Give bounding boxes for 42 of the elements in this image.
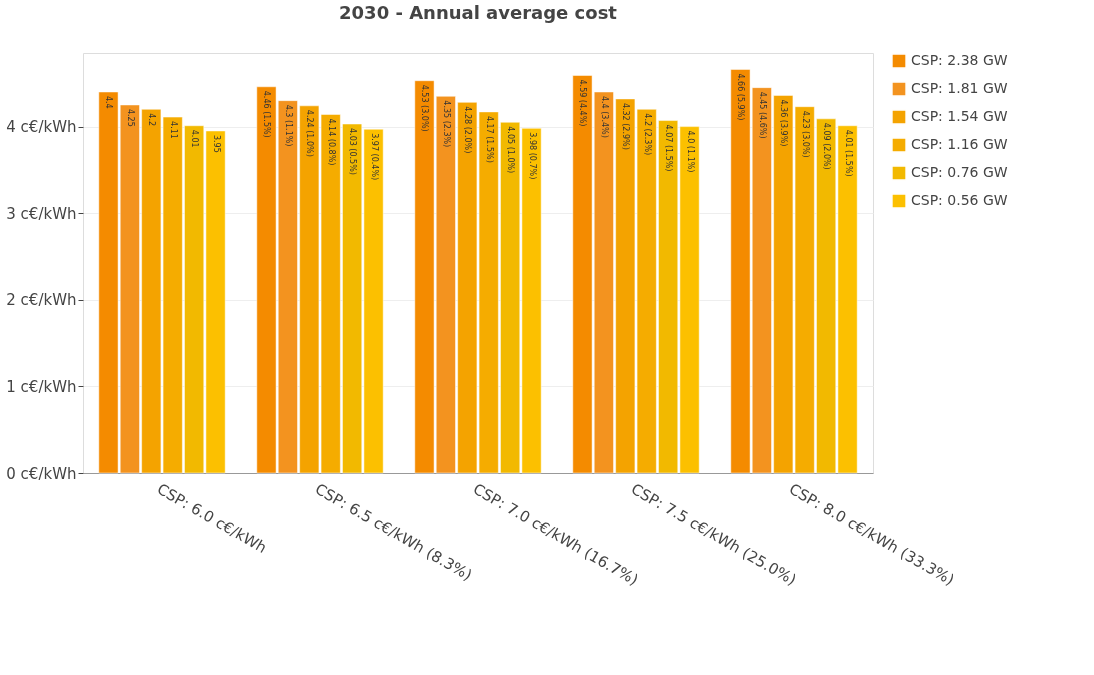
data-label: 4.45 (4.6%) xyxy=(757,91,767,139)
y-tick-label: 2 c€/kWh xyxy=(6,291,77,310)
chart-title: 2030 - Annual average cost xyxy=(339,2,618,23)
data-label: 4.01 xyxy=(190,129,200,148)
data-label: 4.05 (1.0%) xyxy=(506,126,516,174)
legend-label: CSP: 2.38 GW xyxy=(911,52,1008,68)
y-tick-label: 3 c€/kWh xyxy=(6,204,77,223)
data-label: 3.98 (0.7%) xyxy=(527,132,537,180)
data-label: 3.97 (0.4%) xyxy=(369,133,379,181)
data-label: 4.36 (3.9%) xyxy=(779,99,789,147)
y-tick-label: 1 c€/kWh xyxy=(6,377,77,396)
data-label: 4.25 xyxy=(125,108,135,127)
data-label: 4.2 (2.3%) xyxy=(642,113,652,156)
data-label: 4.4 xyxy=(104,95,114,109)
data-label: 4.01 (1.5%) xyxy=(843,129,853,177)
data-label: 4.2 xyxy=(147,113,157,127)
data-label: 4.53 (3.0%) xyxy=(420,84,430,132)
data-label: 4.09 (2.0%) xyxy=(822,122,832,170)
data-label: 4.66 (5.9%) xyxy=(736,73,746,121)
legend-label: CSP: 0.76 GW xyxy=(911,164,1008,180)
data-label: 4.59 (4.4%) xyxy=(578,79,588,127)
data-label: 4.03 (0.5%) xyxy=(348,128,358,175)
legend-label: CSP: 1.81 GW xyxy=(911,80,1008,96)
data-label: 4.4 (3.4%) xyxy=(599,95,609,138)
data-label: 4.28 (2.0%) xyxy=(463,106,473,154)
data-label: 4.46 (1.5%) xyxy=(262,90,272,138)
data-label: 4.32 (2.9%) xyxy=(621,102,631,150)
data-label: 4.07 (1.5%) xyxy=(664,124,674,172)
data-label: 3.95 xyxy=(211,134,221,153)
data-label: 4.17 (1.5%) xyxy=(484,115,494,163)
legend-label: CSP: 1.54 GW xyxy=(911,108,1008,124)
legend-label: CSP: 0.56 GW xyxy=(911,192,1008,208)
data-label: 4.0 (1.1%) xyxy=(685,130,695,173)
data-label: 4.14 (0.8%) xyxy=(326,118,336,166)
data-label: 4.35 (2.3%) xyxy=(441,100,451,148)
legend-label: CSP: 1.16 GW xyxy=(911,136,1008,152)
y-tick-label: 0 c€/kWh xyxy=(6,464,77,483)
data-label: 4.23 (3.0%) xyxy=(800,110,810,158)
data-label: 4.11 xyxy=(168,121,178,139)
y-tick-label: 4 c€/kWh xyxy=(6,118,77,137)
data-label: 4.24 (1.0%) xyxy=(305,109,315,157)
data-label: 4.3 (1.1%) xyxy=(283,104,293,147)
